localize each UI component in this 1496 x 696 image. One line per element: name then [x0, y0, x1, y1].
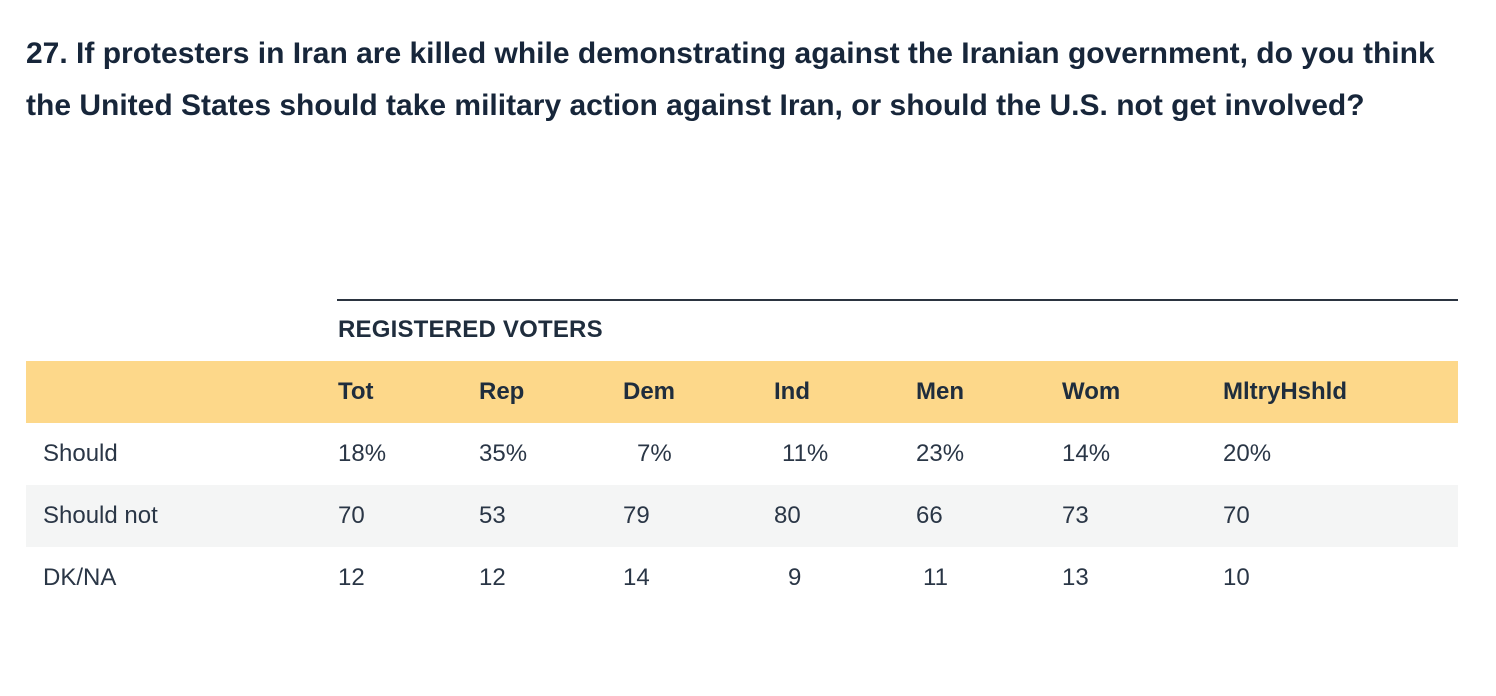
table-cell: 35% — [479, 440, 528, 467]
column-header-dem: Dem — [623, 378, 676, 405]
table-cell: 11 — [923, 564, 948, 591]
table-cell: 18% — [338, 440, 387, 467]
column-header-rep: Rep — [479, 378, 525, 405]
table-row: Should 18% 35% 7% 11% 23% 14% 20% — [26, 423, 1458, 485]
table-cell: 23% — [916, 440, 965, 467]
question-title: 27. If protesters in Iran are killed whi… — [26, 37, 1435, 122]
table-row: DK/NA 12 12 14 9 11 13 10 — [26, 547, 1458, 609]
row-label: Should not — [43, 502, 158, 529]
table-cell: 53 — [479, 502, 506, 529]
table-header-row: Tot Rep Dem Ind Men Wom MltryHshld — [26, 361, 1458, 423]
table-cell: 73 — [1062, 502, 1089, 529]
column-header-tot: Tot — [338, 378, 374, 405]
table-cell: 66 — [916, 502, 943, 529]
table-cell: 20% — [1223, 440, 1272, 467]
table-cell: 9 — [788, 564, 802, 591]
row-label: DK/NA — [43, 564, 117, 591]
group-divider — [337, 299, 1458, 301]
column-header-wom: Wom — [1062, 378, 1121, 405]
table-cell: 10 — [1223, 564, 1250, 591]
table-cell: 70 — [1223, 502, 1250, 529]
column-header-men: Men — [916, 378, 964, 405]
table-cell: 70 — [338, 502, 365, 529]
table-cell: 80 — [774, 502, 801, 529]
table-cell: 12 — [338, 564, 365, 591]
table-cell: 11% — [782, 440, 829, 467]
column-header-ind: Ind — [774, 378, 810, 405]
results-table: Tot Rep Dem Ind Men Wom MltryHshld Shoul… — [26, 361, 1458, 609]
row-label: Should — [43, 440, 118, 467]
table-row: Should not 70 53 79 80 66 73 70 — [26, 485, 1458, 547]
column-header-mltryhshld: MltryHshld — [1223, 378, 1348, 405]
table-cell: 14% — [1062, 440, 1111, 467]
table-cell: 14 — [623, 564, 650, 591]
table-cell: 12 — [479, 564, 506, 591]
group-label: REGISTERED VOTERS — [338, 316, 603, 343]
table-cell: 79 — [623, 502, 650, 529]
table-cell: 7% — [637, 440, 672, 467]
table-cell: 13 — [1062, 564, 1089, 591]
